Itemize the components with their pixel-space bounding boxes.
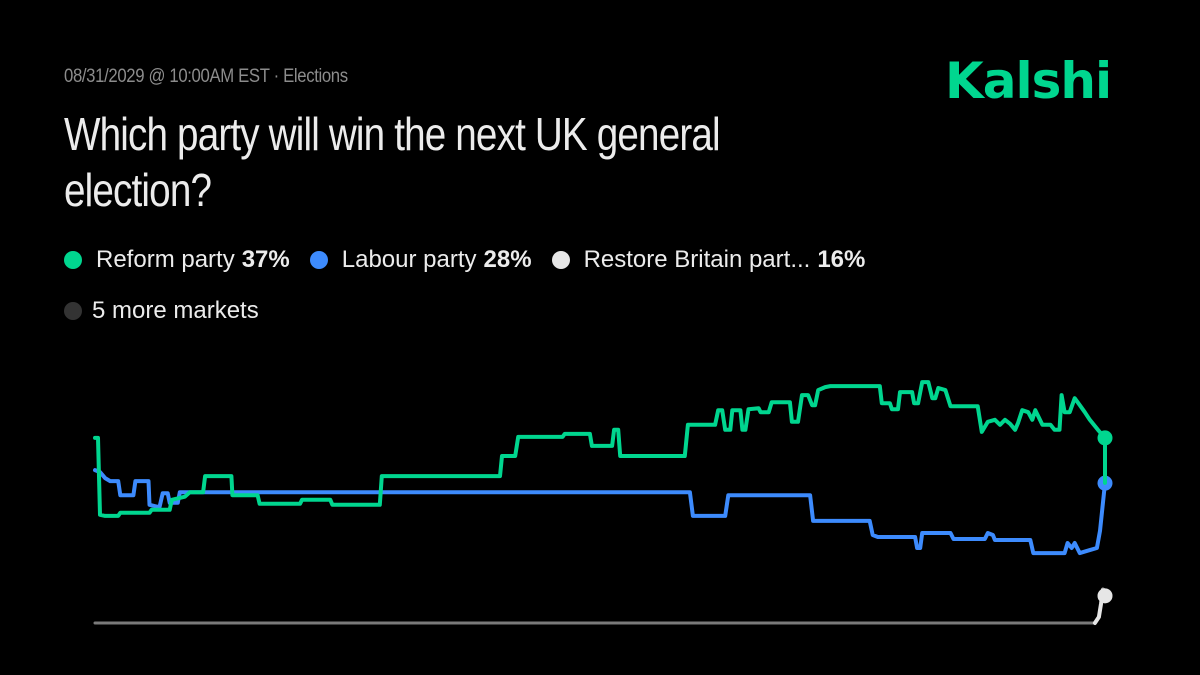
legend-label: Labour party [341,246,477,273]
legend-label: Reform party [96,246,235,273]
legend-label: Restore Britain part... [583,246,811,273]
series-layer [93,380,1113,625]
legend-dot-icon [309,251,328,269]
more-markets[interactable]: 5 more markets [64,297,259,325]
series-end-dot-reform-party[interactable] [1097,430,1113,446]
series-line-reform-party [93,380,1107,518]
kalshi-logo[interactable]: Kalshi [945,52,1112,110]
legend-value: 16% [817,246,866,273]
legend-value: 28% [483,246,532,273]
page-title: Which party will win the next UK general… [64,108,721,216]
more-markets-label: 5 more markets [92,297,259,324]
legend-value: 37% [241,246,290,273]
market-subtitle: 08/31/2029 @ 10:00AM EST · Elections [64,66,348,87]
legend-item-labour[interactable]: Labour party 28% [309,246,532,274]
legend-item-reform[interactable]: Reform party 37% [64,246,290,274]
series-end-dot-restore-britain-part[interactable] [1097,588,1113,604]
legend-dot-icon [64,251,82,269]
legend-dot-icon [551,251,570,269]
series-line-restore-britain-part [93,587,1107,625]
legend: Reform party 37% Labour party 28% Restor… [64,246,865,274]
legend-dot-icon [64,302,82,320]
series-line-labour-party [93,468,1107,556]
legend-item-restore-britain[interactable]: Restore Britain part... 16% [551,246,866,274]
